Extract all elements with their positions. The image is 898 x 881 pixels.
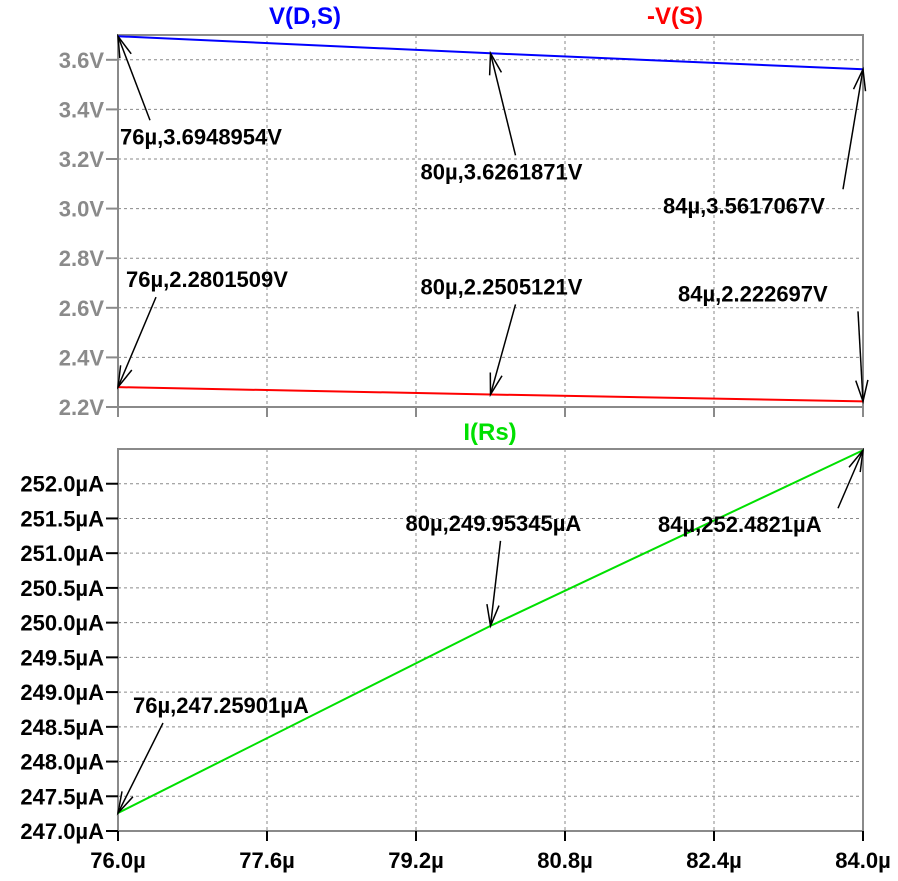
plot-frame-0 — [117, 34, 864, 408]
annotation-label: 80µ,249.95345µA — [406, 511, 582, 536]
annotation-label: 84µ,252.4821µA — [658, 512, 822, 537]
y-tick-label: 249.0µA — [20, 680, 104, 705]
x-tick-label: 80.8µ — [537, 848, 593, 873]
y-tick-label: 248.5µA — [20, 715, 104, 740]
annotation-arrow — [117, 722, 164, 814]
annotation-label: 76µ,3.6948954V — [120, 124, 282, 149]
x-tick-label: 82.4µ — [686, 848, 742, 873]
annotation-arrowhead — [848, 447, 865, 473]
annotation-arrowhead — [117, 33, 132, 59]
annotation-arrowhead — [852, 66, 867, 92]
annotation-arrowhead — [855, 379, 869, 405]
annotation-arrowhead — [489, 372, 503, 398]
annotation-arrow — [489, 304, 517, 395]
y-tick-label: 3.4V — [59, 97, 105, 122]
annotation-label: 76µ,2.2801509V — [126, 267, 288, 292]
series-title: -V(S) — [647, 3, 703, 30]
x-tick-label: 76.0µ — [90, 848, 146, 873]
y-tick-label: 250.0µA — [20, 611, 104, 636]
y-tick-label: 2.6V — [59, 296, 105, 321]
series-title: V(D,S) — [269, 3, 341, 30]
y-tick-label: 247.0µA — [20, 819, 104, 844]
annotation-label: 84µ,2.222697V — [678, 281, 828, 306]
annotation-arrow — [489, 540, 502, 626]
annotation-arrowhead — [116, 791, 134, 816]
annotation-arrowhead — [486, 604, 500, 629]
x-tick-label: 84.0µ — [835, 848, 891, 873]
annotation-arrow — [837, 449, 864, 509]
y-tick-label: 250.5µA — [20, 576, 104, 601]
annotation-arrowhead — [488, 50, 503, 76]
y-tick-label: 2.8V — [59, 246, 105, 271]
x-tick-label: 79.2µ — [388, 848, 444, 873]
y-tick-label: 2.4V — [59, 345, 105, 370]
annotation-label: 76µ,247.25901µA — [133, 693, 309, 718]
annotation-arrow — [857, 311, 864, 402]
plot-frame-1 — [117, 448, 864, 832]
annotation-arrow — [842, 69, 864, 190]
y-tick-label: 3.6V — [59, 48, 105, 73]
y-tick-label: 248.0µA — [20, 750, 104, 775]
y-tick-label: 251.0µA — [20, 541, 104, 566]
y-tick-label: 251.5µA — [20, 506, 104, 531]
y-tick-label: 3.0V — [59, 197, 105, 222]
y-tick-label: 2.2V — [59, 395, 105, 420]
y-tick-label: 252.0µA — [20, 472, 104, 497]
annotation-label: 80µ,3.6261871V — [421, 159, 583, 184]
annotation-label: 84µ,3.5617067V — [663, 193, 825, 218]
series-title: I(Rs) — [463, 419, 516, 446]
y-tick-label: 247.5µA — [20, 784, 104, 809]
annotation-arrow — [489, 53, 517, 156]
annotation-arrow — [117, 35, 151, 121]
y-tick-label: 249.5µA — [20, 645, 104, 670]
x-tick-label: 77.6µ — [239, 848, 295, 873]
annotation-label: 80µ,2.2505121V — [421, 274, 583, 299]
y-tick-label: 3.2V — [59, 147, 105, 172]
annotation-arrowhead — [116, 365, 133, 390]
annotation-arrow — [117, 296, 157, 388]
